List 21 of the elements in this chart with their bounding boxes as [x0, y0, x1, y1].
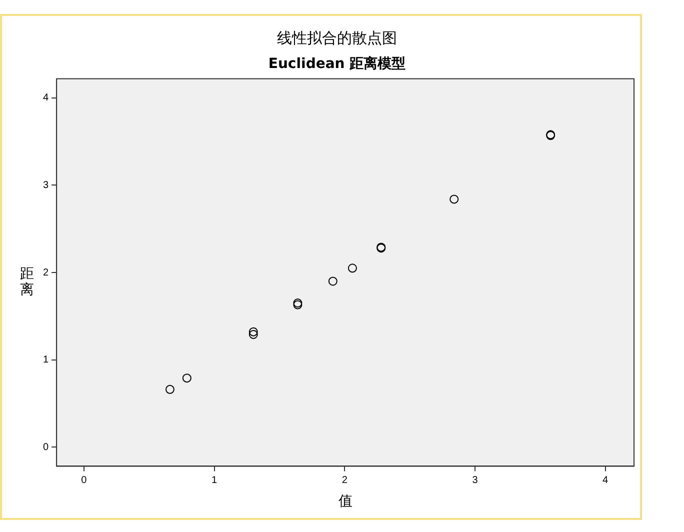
y-tick-label: 0	[43, 442, 49, 453]
y-tick-label: 1	[43, 354, 49, 366]
chart-title: 线性拟合的散点图	[277, 28, 397, 47]
point	[348, 264, 357, 273]
x-tick-label: 1	[212, 474, 218, 486]
y-tick-label: 2	[43, 267, 49, 278]
point	[248, 327, 258, 336]
point	[165, 384, 174, 394]
x-tick-label: 3	[472, 474, 478, 486]
y-tick-label: 4	[43, 92, 49, 104]
x-tick-label: 4	[602, 474, 609, 486]
x-axis-title: 值	[338, 492, 352, 508]
point	[182, 374, 192, 383]
point	[248, 330, 258, 339]
x-tick-label: 2	[342, 474, 348, 486]
point	[450, 194, 459, 204]
chart-subtitle: Euclidean 距离模型	[268, 55, 406, 72]
point	[328, 276, 338, 286]
y-axis-title: 距离	[20, 266, 35, 298]
x-tick-label: 0	[81, 474, 88, 486]
y-tick-label: 3	[43, 180, 49, 191]
